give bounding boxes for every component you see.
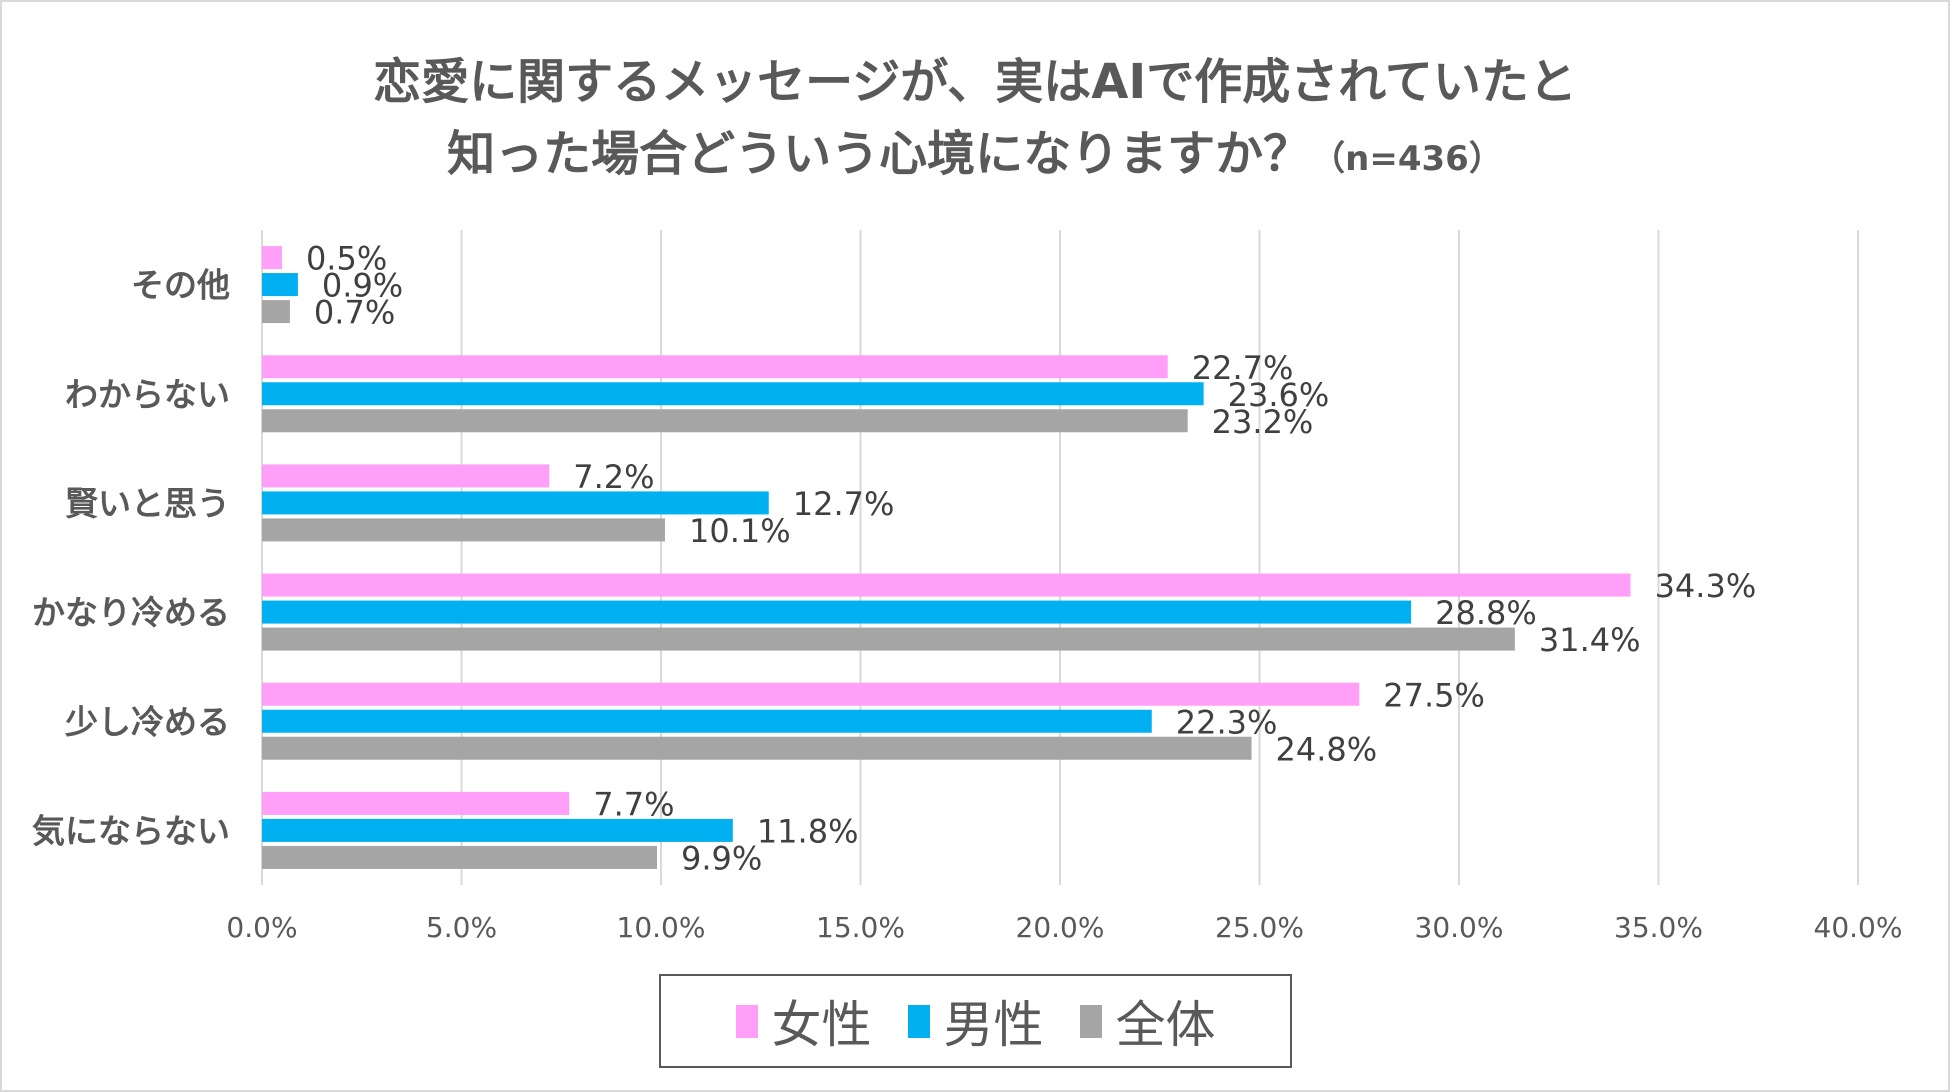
legend-swatch-male [907,1004,930,1038]
category-label: その他 [131,266,230,305]
legend-item-total: 全体 [1079,985,1216,1057]
bar [262,464,550,488]
bar [262,246,282,270]
chart-title-text: 知った場合どういう心境になりますか？ [447,126,1312,182]
bar [262,491,769,515]
data-label: 22.7% [1192,349,1294,387]
data-label: 12.7% [793,485,895,523]
chart-title-line1: 恋愛に関するメッセージが、実はAIで作成されていたと [373,54,1577,110]
x-tick-label: 5.0% [426,911,497,944]
bar [262,845,658,869]
data-label: 28.8% [1435,594,1537,632]
legend-item-female: 女性 [735,985,872,1057]
data-label: 11.8% [757,812,859,850]
category-label: 少し冷める [65,702,230,741]
bar [262,355,1168,379]
data-label: 0.5% [306,240,387,278]
data-label: 7.2% [573,458,654,496]
legend-label-male: 男性 [943,996,1044,1054]
data-label: 10.1% [689,512,791,550]
x-tick-label: 20.0% [1016,911,1105,944]
bar [262,573,1631,597]
x-tick-label: 0.0% [226,911,297,944]
data-label: 0.7% [314,294,395,332]
data-label: 7.7% [593,785,674,823]
x-tick-label: 35.0% [1614,911,1703,944]
category-label: 気にならない [32,811,230,850]
data-label: 31.4% [1539,621,1641,659]
category-label: わからない [65,375,230,414]
bar [262,518,665,542]
data-label: 27.5% [1383,676,1485,714]
legend-label-female: 女性 [771,996,872,1054]
data-label: 9.9% [681,839,762,877]
x-tick-label: 25.0% [1215,911,1304,944]
bar [262,300,290,324]
legend-swatch-total [1079,1004,1102,1038]
data-label: 24.8% [1276,730,1378,768]
x-tick-label: 30.0% [1415,911,1504,944]
chart-title-n: （n=436） [1311,139,1503,179]
bar [262,627,1515,651]
bar [262,600,1412,624]
bar [262,736,1252,760]
bar [262,682,1360,706]
bar [262,818,733,842]
legend: 女性 男性 全体 [659,974,1292,1068]
data-label: 34.3% [1655,567,1757,605]
chart-title-line2: 知った場合どういう心境になりますか？（n=436） [0,114,1950,184]
x-tick-label: 40.0% [1814,911,1903,944]
legend-item-male: 男性 [907,985,1044,1057]
bar [262,791,570,815]
legend-label-total: 全体 [1115,996,1216,1054]
data-label: 23.2% [1212,403,1314,441]
data-label: 0.9% [322,267,403,305]
x-tick-label: 10.0% [617,911,706,944]
category-label: 賢いと思う [65,484,230,523]
legend-swatch-female [735,1004,758,1038]
category-label: かなり冷める [32,593,230,632]
data-label: 23.6% [1228,376,1330,414]
bar [262,382,1204,406]
bar [262,709,1152,733]
x-tick-label: 15.0% [816,911,905,944]
bar [262,409,1188,433]
data-label: 22.3% [1176,703,1278,741]
bar [262,273,298,297]
